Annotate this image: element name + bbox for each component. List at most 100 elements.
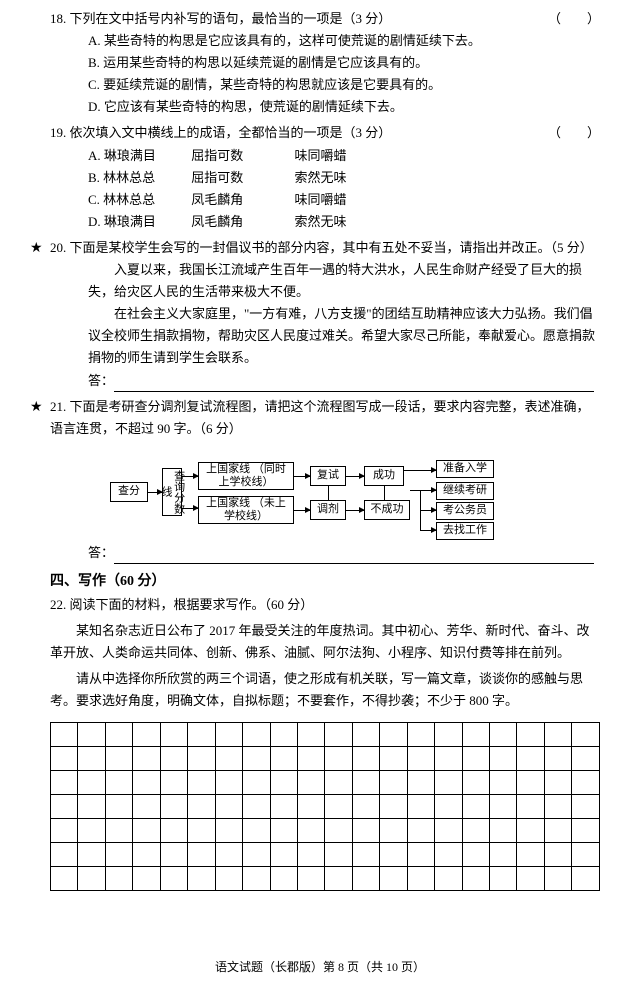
grid-cell[interactable] [270,819,297,843]
grid-cell[interactable] [105,843,132,867]
grid-cell[interactable] [435,747,462,771]
grid-cell[interactable] [160,771,187,795]
grid-cell[interactable] [215,843,242,867]
grid-cell[interactable] [352,819,379,843]
grid-cell[interactable] [243,771,270,795]
grid-cell[interactable] [188,723,215,747]
grid-cell[interactable] [407,723,434,747]
q20-answer-field[interactable] [114,376,594,392]
grid-cell[interactable] [215,771,242,795]
grid-cell[interactable] [517,867,544,891]
grid-cell[interactable] [517,819,544,843]
grid-cell[interactable] [490,747,517,771]
grid-cell[interactable] [462,771,489,795]
grid-cell[interactable] [243,795,270,819]
grid-cell[interactable] [435,819,462,843]
q19-option-b[interactable]: B. 林林总总 屈指可数 索然无味 [50,167,600,189]
grid-cell[interactable] [188,795,215,819]
q21-answer-field[interactable] [114,548,594,564]
grid-cell[interactable] [243,747,270,771]
grid-cell[interactable] [243,723,270,747]
grid-cell[interactable] [380,747,407,771]
grid-cell[interactable] [490,771,517,795]
grid-cell[interactable] [544,747,571,771]
grid-cell[interactable] [325,747,352,771]
q18-option-a[interactable]: A. 某些奇特的构思是它应该具有的，这样可使荒诞的剧情延续下去。 [50,30,600,52]
grid-cell[interactable] [297,819,324,843]
grid-cell[interactable] [297,747,324,771]
grid-cell[interactable] [572,819,600,843]
grid-cell[interactable] [133,723,160,747]
grid-cell[interactable] [380,843,407,867]
grid-cell[interactable] [462,723,489,747]
grid-cell[interactable] [160,723,187,747]
grid-cell[interactable] [51,843,78,867]
q20-answer[interactable]: 答： [50,370,600,392]
grid-cell[interactable] [490,843,517,867]
grid-cell[interactable] [462,819,489,843]
grid-cell[interactable] [105,867,132,891]
grid-cell[interactable] [243,867,270,891]
grid-cell[interactable] [407,771,434,795]
grid-cell[interactable] [78,723,105,747]
grid-cell[interactable] [215,723,242,747]
grid-cell[interactable] [490,795,517,819]
grid-cell[interactable] [51,819,78,843]
grid-cell[interactable] [544,867,571,891]
grid-cell[interactable] [325,867,352,891]
grid-cell[interactable] [51,867,78,891]
grid-cell[interactable] [572,843,600,867]
grid-cell[interactable] [133,747,160,771]
q19-option-d[interactable]: D. 琳琅满目 凤毛麟角 索然无味 [50,211,600,233]
q21-answer[interactable]: 答： [50,542,600,564]
grid-cell[interactable] [435,723,462,747]
grid-cell[interactable] [572,867,600,891]
grid-cell[interactable] [105,723,132,747]
grid-cell[interactable] [243,819,270,843]
grid-cell[interactable] [188,843,215,867]
grid-cell[interactable] [544,843,571,867]
grid-cell[interactable] [325,723,352,747]
grid-cell[interactable] [188,867,215,891]
grid-cell[interactable] [435,771,462,795]
grid-cell[interactable] [407,867,434,891]
grid-cell[interactable] [51,771,78,795]
grid-cell[interactable] [544,771,571,795]
grid-cell[interactable] [407,747,434,771]
grid-cell[interactable] [297,771,324,795]
grid-cell[interactable] [215,795,242,819]
q18-blank[interactable]: （ ） [548,8,600,30]
grid-cell[interactable] [105,771,132,795]
grid-cell[interactable] [544,819,571,843]
grid-cell[interactable] [407,795,434,819]
q19-option-a[interactable]: A. 琳琅满目 屈指可数 味同嚼蜡 [50,145,600,167]
grid-cell[interactable] [297,843,324,867]
grid-cell[interactable] [78,867,105,891]
grid-cell[interactable] [325,819,352,843]
grid-cell[interactable] [215,867,242,891]
grid-cell[interactable] [435,795,462,819]
grid-cell[interactable] [270,867,297,891]
writing-grid[interactable] [50,722,600,891]
grid-cell[interactable] [160,867,187,891]
grid-cell[interactable] [297,723,324,747]
grid-cell[interactable] [243,843,270,867]
grid-cell[interactable] [78,795,105,819]
grid-cell[interactable] [325,795,352,819]
grid-cell[interactable] [325,843,352,867]
grid-cell[interactable] [380,867,407,891]
grid-cell[interactable] [517,723,544,747]
grid-cell[interactable] [160,747,187,771]
grid-cell[interactable] [517,843,544,867]
grid-cell[interactable] [51,747,78,771]
grid-cell[interactable] [78,843,105,867]
grid-cell[interactable] [352,843,379,867]
grid-cell[interactable] [325,771,352,795]
grid-cell[interactable] [490,867,517,891]
grid-cell[interactable] [544,795,571,819]
grid-cell[interactable] [188,747,215,771]
q18-option-b[interactable]: B. 运用某些奇特的构思以延续荒诞的剧情是它应该具有的。 [50,52,600,74]
grid-cell[interactable] [435,867,462,891]
grid-cell[interactable] [297,795,324,819]
grid-cell[interactable] [380,771,407,795]
